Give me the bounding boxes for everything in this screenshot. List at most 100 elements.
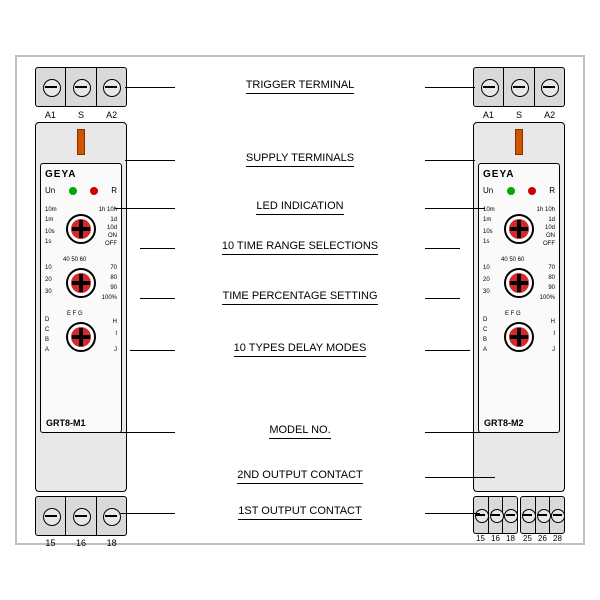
scale-label: E F G bbox=[67, 311, 83, 317]
scale-label: ON bbox=[108, 233, 117, 239]
scale-label: H bbox=[113, 319, 117, 325]
scale-label: B bbox=[45, 337, 49, 343]
knob-icon bbox=[504, 322, 534, 352]
pin-label: S bbox=[66, 110, 97, 120]
scale-label: 10 bbox=[483, 265, 490, 271]
m2-body: GEYA Un R 10m 1m 10s 1s 1h 10h 1d 10d ON bbox=[473, 122, 565, 492]
scale-label: 1s bbox=[45, 239, 51, 245]
scale-label: 80 bbox=[110, 275, 117, 281]
scale-label: 70 bbox=[110, 265, 117, 271]
m2-top-pin-labels: A1 S A2 bbox=[473, 110, 565, 120]
scale-label: OFF bbox=[543, 241, 555, 247]
scale-label: 90 bbox=[548, 285, 555, 291]
callout-out2: 2ND OUTPUT CONTACT bbox=[175, 469, 425, 484]
time-range-knob: 10m 1m 10s 1s 1h 10h 1d 10d ON OFF bbox=[45, 209, 117, 249]
scale-label: 1d bbox=[110, 217, 117, 223]
m1-top-pin-labels: A1 S A2 bbox=[35, 110, 127, 120]
m1-model-label: GRT8-M1 bbox=[46, 418, 86, 428]
pin-label: 28 bbox=[550, 534, 565, 543]
scale-label: 30 bbox=[45, 289, 52, 295]
m2-output1-block bbox=[473, 496, 518, 534]
callout-supply: SUPPLY TERMINALS bbox=[175, 152, 425, 167]
led-red-icon bbox=[528, 187, 536, 195]
scale-label: A bbox=[45, 347, 49, 353]
pin-label: 25 bbox=[520, 534, 535, 543]
scale-label: I bbox=[553, 331, 555, 337]
callout-out1: 1ST OUTPUT CONTACT bbox=[175, 505, 425, 520]
mode-knob: D C B A E F G H I J bbox=[45, 317, 117, 357]
knob-icon bbox=[504, 268, 534, 298]
pin-label: 18 bbox=[503, 534, 518, 543]
screw-icon bbox=[36, 68, 66, 106]
pin-label: 16 bbox=[488, 534, 503, 543]
screw-icon bbox=[474, 497, 489, 533]
callout-modes: 10 TYPES DELAY MODES bbox=[175, 342, 425, 357]
pin-label: 15 bbox=[473, 534, 488, 543]
m2-top-terminal-block bbox=[473, 67, 565, 107]
scale-label: 10s bbox=[45, 229, 55, 235]
scale-label: D bbox=[483, 317, 487, 323]
callout-trigger: TRIGGER TERMINAL bbox=[175, 79, 425, 94]
scale-label: 1h 10h bbox=[537, 207, 555, 213]
scale-label: B bbox=[483, 337, 487, 343]
scale-label: 40 50 60 bbox=[501, 257, 524, 263]
percentage-knob: 10 20 30 40 50 60 70 80 90 100% bbox=[483, 263, 555, 303]
screw-icon bbox=[535, 68, 564, 106]
din-release-tab bbox=[515, 129, 523, 155]
led-green-icon bbox=[507, 187, 515, 195]
screw-icon bbox=[536, 497, 551, 533]
scale-label: ON bbox=[546, 233, 555, 239]
scale-label: 40 50 60 bbox=[63, 257, 86, 263]
diagram-canvas: A1 S A2 GEYA Un R 10m 1m 10s 1s bbox=[15, 55, 585, 545]
scale-label: 10s bbox=[483, 229, 493, 235]
screw-icon bbox=[66, 68, 96, 106]
screw-icon bbox=[521, 497, 536, 533]
percentage-knob: 10 20 30 40 50 60 70 80 90 100% bbox=[45, 263, 117, 303]
screw-icon bbox=[97, 497, 126, 535]
scale-label: 1m bbox=[483, 217, 491, 223]
m1-faceplate: GEYA Un R 10m 1m 10s 1s 1h 10h 1d 10d ON bbox=[40, 163, 122, 433]
scale-label: 10m bbox=[45, 207, 57, 213]
scale-label: 10d bbox=[545, 225, 555, 231]
scale-label: 100% bbox=[102, 295, 117, 301]
led-green-icon bbox=[69, 187, 77, 195]
scale-label: 1m bbox=[45, 217, 53, 223]
m2-model-label: GRT8-M2 bbox=[484, 418, 524, 428]
scale-label: 10 bbox=[45, 265, 52, 271]
screw-icon bbox=[66, 497, 96, 535]
pin-label: S bbox=[504, 110, 535, 120]
m1-bottom-terminal-block bbox=[35, 496, 127, 536]
m2-faceplate: GEYA Un R 10m 1m 10s 1s 1h 10h 1d 10d ON bbox=[478, 163, 560, 433]
scale-label: E F G bbox=[505, 311, 521, 317]
mode-knob: D C B A E F G H I J bbox=[483, 317, 555, 357]
relay-m1: A1 S A2 GEYA Un R 10m 1m 10s 1s bbox=[35, 67, 127, 537]
m1-bottom-pin-labels: 15 16 18 bbox=[35, 538, 127, 548]
scale-label: J bbox=[552, 347, 555, 353]
scale-label: J bbox=[114, 347, 117, 353]
knob-icon bbox=[504, 214, 534, 244]
relay-m2: A1 S A2 GEYA Un R 10m 1m 10s 1s 1h bbox=[473, 67, 565, 537]
scale-label: 1s bbox=[483, 239, 489, 245]
scale-label: I bbox=[115, 331, 117, 337]
scale-label: 1d bbox=[548, 217, 555, 223]
pin-label: A2 bbox=[96, 110, 127, 120]
screw-icon bbox=[97, 68, 126, 106]
brand-label: GEYA bbox=[45, 169, 117, 180]
brand-label: GEYA bbox=[483, 169, 555, 180]
callouts: TRIGGER TERMINAL SUPPLY TERMINALS LED IN… bbox=[175, 57, 425, 543]
callout-range: 10 TIME RANGE SELECTIONS bbox=[175, 240, 425, 255]
screw-icon bbox=[489, 497, 504, 533]
un-label: Un bbox=[483, 186, 493, 195]
pin-label: 16 bbox=[66, 538, 97, 548]
m2-output2-block bbox=[520, 496, 565, 534]
knob-icon bbox=[66, 214, 96, 244]
scale-label: 30 bbox=[483, 289, 490, 295]
scale-label: A bbox=[483, 347, 487, 353]
scale-label: C bbox=[483, 327, 487, 333]
scale-label: H bbox=[551, 319, 555, 325]
screw-icon bbox=[474, 68, 504, 106]
scale-label: C bbox=[45, 327, 49, 333]
scale-label: OFF bbox=[105, 241, 117, 247]
pin-label: A1 bbox=[473, 110, 504, 120]
pin-label: 18 bbox=[96, 538, 127, 548]
